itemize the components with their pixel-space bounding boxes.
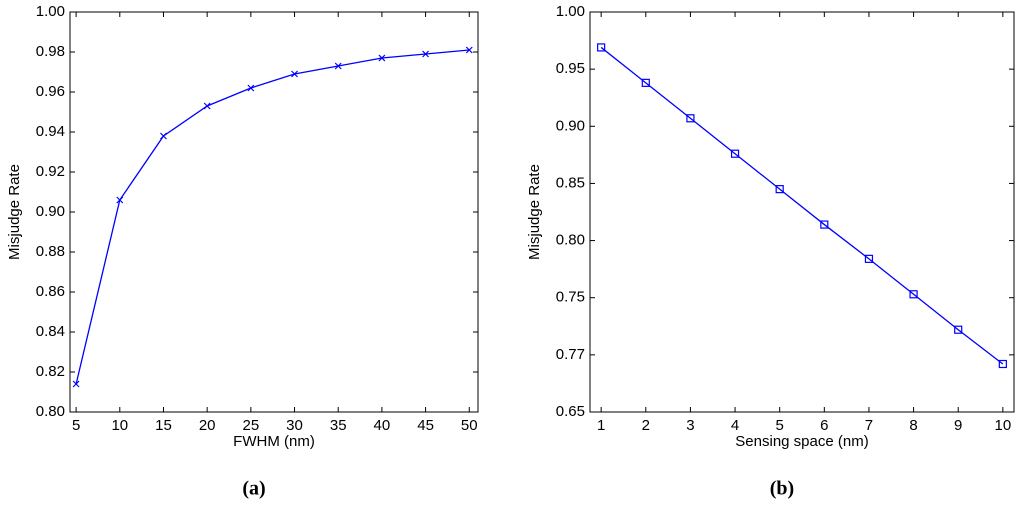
marker [686, 114, 695, 123]
caption: (b) [770, 478, 794, 500]
marker [998, 359, 1007, 369]
x-tick-label: 9 [954, 417, 962, 434]
x-tick-label: 2 [642, 417, 650, 434]
x-tick-label: 4 [731, 417, 739, 434]
caption: (a) [242, 478, 265, 500]
y-tick-label: 0.80 [36, 403, 65, 420]
plot-frame [69, 11, 479, 413]
y-tick-label: 0.86 [36, 283, 65, 300]
y-axis-label: Misjudge Rate [526, 164, 543, 260]
marker [730, 149, 740, 158]
y-tick-label: 1.00 [556, 3, 585, 20]
marker [775, 185, 784, 194]
x-tick-label: 35 [330, 417, 347, 434]
x-tick-label: 6 [820, 417, 828, 434]
y-tick-label: 0.94 [36, 123, 65, 140]
y-tick-label: 0.85 [556, 174, 585, 191]
x-tick-label: 5 [72, 417, 80, 434]
marker [72, 380, 80, 388]
x-axis-label: Sensing space (nm) [735, 433, 868, 450]
x-tick-label: 25 [243, 417, 260, 434]
x-tick-label: 10 [994, 417, 1011, 434]
x-tick-label: 8 [909, 417, 917, 434]
y-tick-label: 0.82 [36, 363, 65, 380]
x-tick-label: 1 [597, 417, 605, 434]
marker [203, 102, 211, 110]
marker [954, 325, 963, 334]
marker [909, 290, 918, 299]
y-tick-label: 0.92 [36, 163, 65, 180]
y-tick-label: 0.95 [556, 60, 585, 77]
y-tick-label: 0.90 [556, 117, 585, 134]
marker [334, 62, 342, 70]
x-tick-label: 5 [776, 417, 784, 434]
marker [291, 70, 298, 78]
marker [422, 50, 430, 58]
y-tick-label: 0.75 [556, 289, 585, 306]
y-tick-label: 0.84 [36, 323, 65, 340]
marker [116, 196, 124, 204]
marker [378, 54, 386, 62]
x-tick-label: 50 [461, 417, 478, 434]
y-tick-label: 0.98 [36, 43, 65, 60]
marker [597, 43, 606, 52]
marker [820, 220, 829, 229]
x-tick-label: 40 [374, 417, 391, 434]
y-axis-label: Misjudge Rate [6, 164, 23, 260]
x-tick-label: 10 [111, 417, 128, 434]
marker [864, 254, 874, 263]
x-tick-label: 15 [155, 417, 172, 434]
marker [641, 78, 650, 87]
x-tick-label: 20 [199, 417, 216, 434]
y-tick-label: 1.00 [36, 3, 65, 20]
y-tick-label: 0.96 [36, 83, 65, 100]
x-axis-label: FWHM (nm) [233, 433, 315, 450]
y-tick-label: 0.65 [556, 403, 585, 420]
marker [465, 46, 473, 54]
x-tick-label: 45 [417, 417, 434, 434]
y-tick-label: 0.77 [556, 346, 585, 363]
plot-frame [589, 11, 1015, 413]
y-tick-label: 0.88 [36, 243, 65, 260]
line [75, 49, 470, 385]
x-tick-label: 30 [286, 417, 303, 434]
y-tick-label: 0.80 [556, 232, 585, 249]
y-tick-label: 0.90 [36, 203, 65, 220]
x-tick-label: 3 [686, 417, 694, 434]
x-tick-label: 7 [865, 417, 873, 434]
marker [160, 132, 167, 140]
line [600, 46, 1004, 365]
marker [247, 84, 255, 92]
